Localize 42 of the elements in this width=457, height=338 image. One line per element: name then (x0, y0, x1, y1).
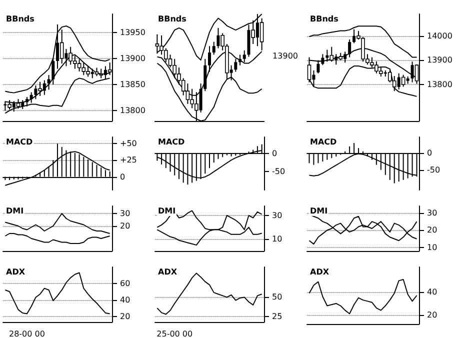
y-tick-label: 10 (427, 243, 438, 252)
chart-title: BBnds (6, 14, 35, 24)
y-tick-label: 20 (120, 312, 130, 321)
x-tick-label: 25-00 00 (156, 330, 193, 338)
y-tick-label: 50 (272, 292, 282, 302)
y-tick-label: -50 (427, 165, 440, 174)
chart-title: DMI (310, 206, 328, 216)
y-tick-label: 40 (120, 295, 130, 304)
chart-title: ADX (310, 268, 330, 276)
chart-title: MACD (6, 138, 34, 146)
y-tick-label: 13850 (120, 80, 146, 89)
y-tick-label: 0 (120, 172, 126, 182)
y-tick-label: 30 (120, 209, 130, 218)
chart-title: BBnds (158, 14, 187, 24)
y-tick-label: 10 (272, 234, 282, 244)
chart-title: ADX (6, 268, 26, 276)
chart-title: BBnds (310, 14, 339, 24)
y-tick-label: +25 (120, 156, 137, 165)
y-tick-label: 0 (427, 148, 432, 158)
y-tick-label: 13900 (120, 54, 146, 63)
y-tick-label: 30 (427, 208, 438, 218)
y-tick-label: 20 (427, 310, 438, 320)
chart-title: MACD (158, 138, 186, 146)
y-tick-label: 13800 (120, 106, 146, 116)
y-tick-label: 0 (272, 148, 278, 158)
y-tick-label: 13950 (120, 28, 146, 37)
y-tick-label: 13800 (427, 80, 452, 90)
y-tick-label: 30 (272, 210, 282, 220)
y-tick-label: -50 (272, 167, 286, 176)
chart-title: DMI (158, 206, 176, 216)
chart-title: MACD (310, 138, 338, 146)
y-tick-label: 20 (120, 222, 130, 230)
y-tick-label: 20 (427, 226, 438, 235)
y-tick-label: 60 (120, 278, 130, 288)
y-tick-label: 14000 (427, 31, 452, 40)
y-tick-label: 25 (272, 312, 282, 322)
y-tick-label: +50 (120, 139, 137, 148)
x-tick-label: 28-00 00 (8, 330, 45, 338)
y-tick-label: 40 (427, 288, 438, 297)
chart-title: DMI (6, 206, 24, 216)
chart-title: ADX (158, 268, 178, 276)
y-tick-label: 13900 (427, 56, 452, 65)
